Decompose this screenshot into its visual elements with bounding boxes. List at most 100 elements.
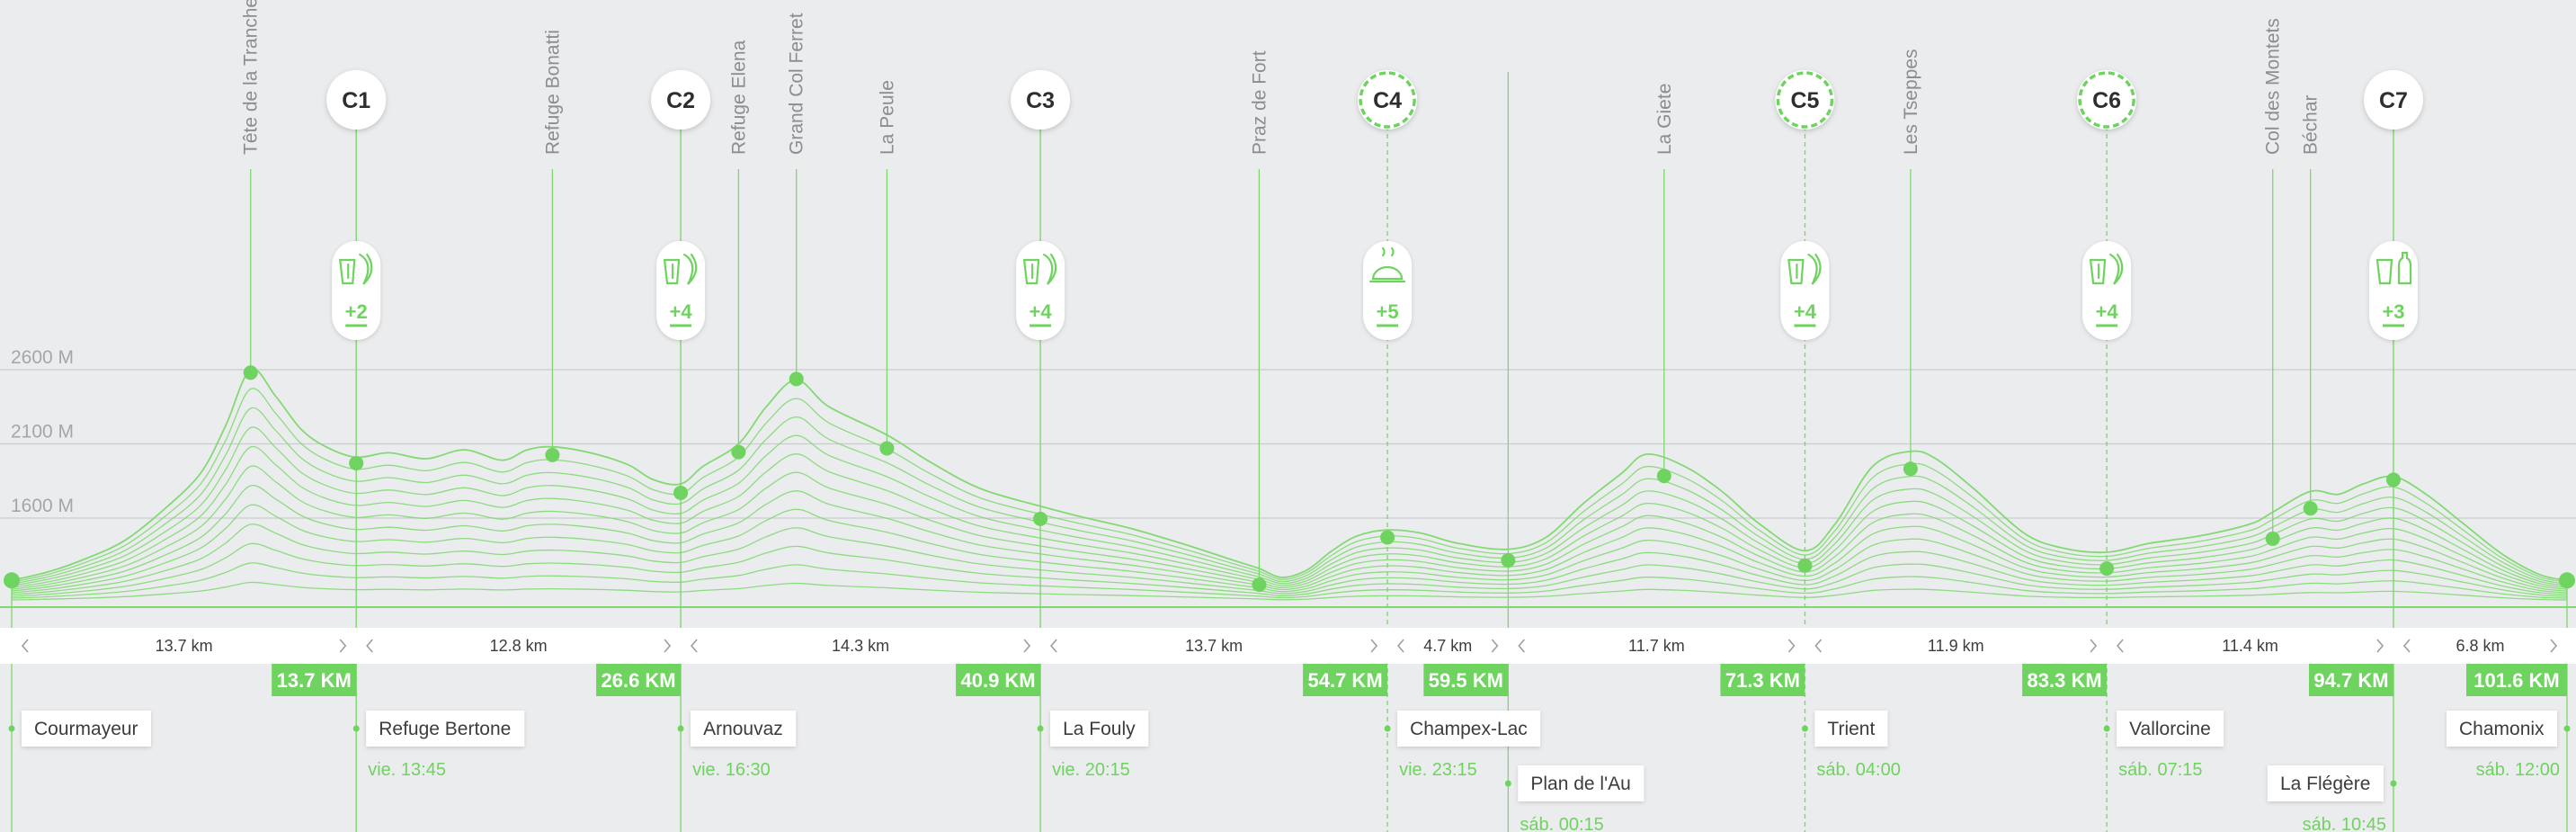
aid-bonus-label: +4 [670, 300, 693, 323]
ridge-line [11, 407, 2568, 585]
checkpoint-label: C6 [2092, 88, 2121, 113]
location-item: Courmayeur [8, 711, 151, 747]
location-time: vie. 13:45 [368, 760, 446, 780]
checkpoint-c2: C2 +4 [651, 70, 711, 340]
segment-distance-label: 13.7 km [1185, 637, 1243, 655]
location-name: Chamonix [2459, 719, 2545, 739]
summit-point [1903, 461, 1918, 477]
checkpoint-label: C2 [666, 88, 695, 113]
checkpoint-point [2099, 561, 2115, 577]
location-time: vie. 20:15 [1052, 760, 1130, 780]
ridge-line [11, 484, 2568, 592]
finish-point [2559, 572, 2575, 589]
checkpoint-label: C1 [342, 88, 370, 113]
location-item: Chamonix sáb. 12:00 [2447, 711, 2571, 780]
location-name: Vallorcine [2129, 719, 2211, 739]
segment-item: 4.7 km [1397, 637, 1499, 655]
location-name: Arnouvaz [703, 719, 783, 739]
location-name: Courmayeur [34, 719, 138, 739]
bowl-shape [1371, 265, 1404, 281]
location-time: sáb. 07:15 [2118, 760, 2202, 780]
location-item: Refuge Bertone vie. 13:45 [352, 711, 525, 780]
location-dot [2390, 780, 2397, 787]
chevron-right-icon [1787, 639, 1796, 653]
km-badge: 13.7 KM [272, 664, 357, 696]
summit-point [731, 444, 746, 460]
location-box [691, 711, 797, 747]
chevron-left-icon [1518, 639, 1525, 653]
bottle-shape [2397, 251, 2412, 285]
chevron-right-icon [1491, 639, 1499, 653]
location-box [2117, 711, 2224, 747]
location-time: sáb. 00:15 [1520, 815, 1603, 832]
ridge-line [11, 426, 2568, 586]
aid-bonus-label: +3 [2382, 300, 2404, 323]
location-box [1050, 711, 1149, 747]
summit-label: Les Tseppes [1901, 49, 1921, 155]
chevron-left-icon [1397, 639, 1404, 653]
km-badge-label: 83.3 KM [2028, 669, 2102, 692]
location-dot [2103, 725, 2110, 732]
checkpoint-point [1033, 511, 1048, 526]
checkpoint-label: C4 [1373, 88, 1402, 113]
km-badge-label: 40.9 KM [960, 669, 1035, 692]
location-time: vie. 23:15 [1399, 760, 1477, 780]
location-name: Champex-Lac [1410, 719, 1528, 739]
summit-label: La Peule [877, 80, 897, 155]
banana-shape [682, 253, 698, 285]
location-item: La Flégère sáb. 10:45 [2267, 765, 2397, 832]
summit-point [545, 447, 560, 462]
segment-distance-label: 11.9 km [1928, 637, 1984, 655]
location-item: Vallorcine sáb. 07:15 [2103, 711, 2224, 780]
ridge-line [11, 562, 2568, 599]
y-tick-label-2100: 2100 M [11, 422, 74, 443]
location-dot [2563, 725, 2571, 732]
aid-station-pill [2368, 241, 2418, 340]
ridge-line [11, 581, 2568, 601]
drink-bottle-icon [2375, 251, 2412, 285]
location-dot [1504, 780, 1511, 787]
segment-item: 6.8 km [2402, 637, 2558, 655]
ridge-line [11, 388, 2568, 583]
chevron-left-icon [366, 639, 373, 653]
hot-meal-icon [1368, 246, 1406, 283]
segment-item: 11.9 km [1814, 637, 2098, 655]
chevron-left-icon [691, 639, 698, 653]
location-dot [677, 725, 684, 732]
ridge-line [11, 523, 2568, 595]
checkpoint-dashed-ring [1776, 71, 1834, 129]
checkpoint-circle [1011, 70, 1071, 130]
summit-label: Refuge Elena [728, 40, 749, 155]
cup-shape [1787, 258, 1805, 285]
km-badge-bg [272, 664, 357, 696]
checkpoint-dashed-ring [1359, 71, 1416, 129]
chevron-right-icon [1023, 639, 1031, 653]
km-badge-bg [956, 664, 1041, 696]
banana-shape [359, 253, 373, 285]
location-dot [352, 725, 360, 732]
km-badge-label: 59.5 KM [1429, 669, 1503, 692]
segment-distance-label: 4.7 km [1423, 637, 1472, 655]
km-badge-bg [2308, 664, 2393, 696]
chevron-right-icon [664, 639, 672, 653]
km-badge-bg [596, 664, 682, 696]
location-box [22, 711, 151, 747]
waypoint-point [1501, 553, 1516, 568]
segment-distance-label: 12.8 km [490, 637, 548, 655]
ridge-line [11, 542, 2568, 597]
segment-distance-label: 11.7 km [1628, 637, 1685, 655]
km-badge: 101.6 KM [2466, 664, 2567, 696]
drink-food-icon [338, 253, 373, 285]
location-time: sáb. 04:00 [1816, 760, 1900, 780]
drink-food-icon [2089, 253, 2124, 285]
location-item: Arnouvaz vie. 16:30 [677, 711, 797, 780]
cup-shape [338, 258, 356, 285]
summit-point [1252, 577, 1267, 593]
location-name: Refuge Bertone [379, 719, 511, 739]
summit-label: La Giete [1654, 84, 1675, 155]
chevron-right-icon [2550, 639, 2558, 653]
location-dot [1037, 725, 1044, 732]
chevron-right-icon [2090, 639, 2098, 653]
cup-shape [2375, 258, 2393, 285]
